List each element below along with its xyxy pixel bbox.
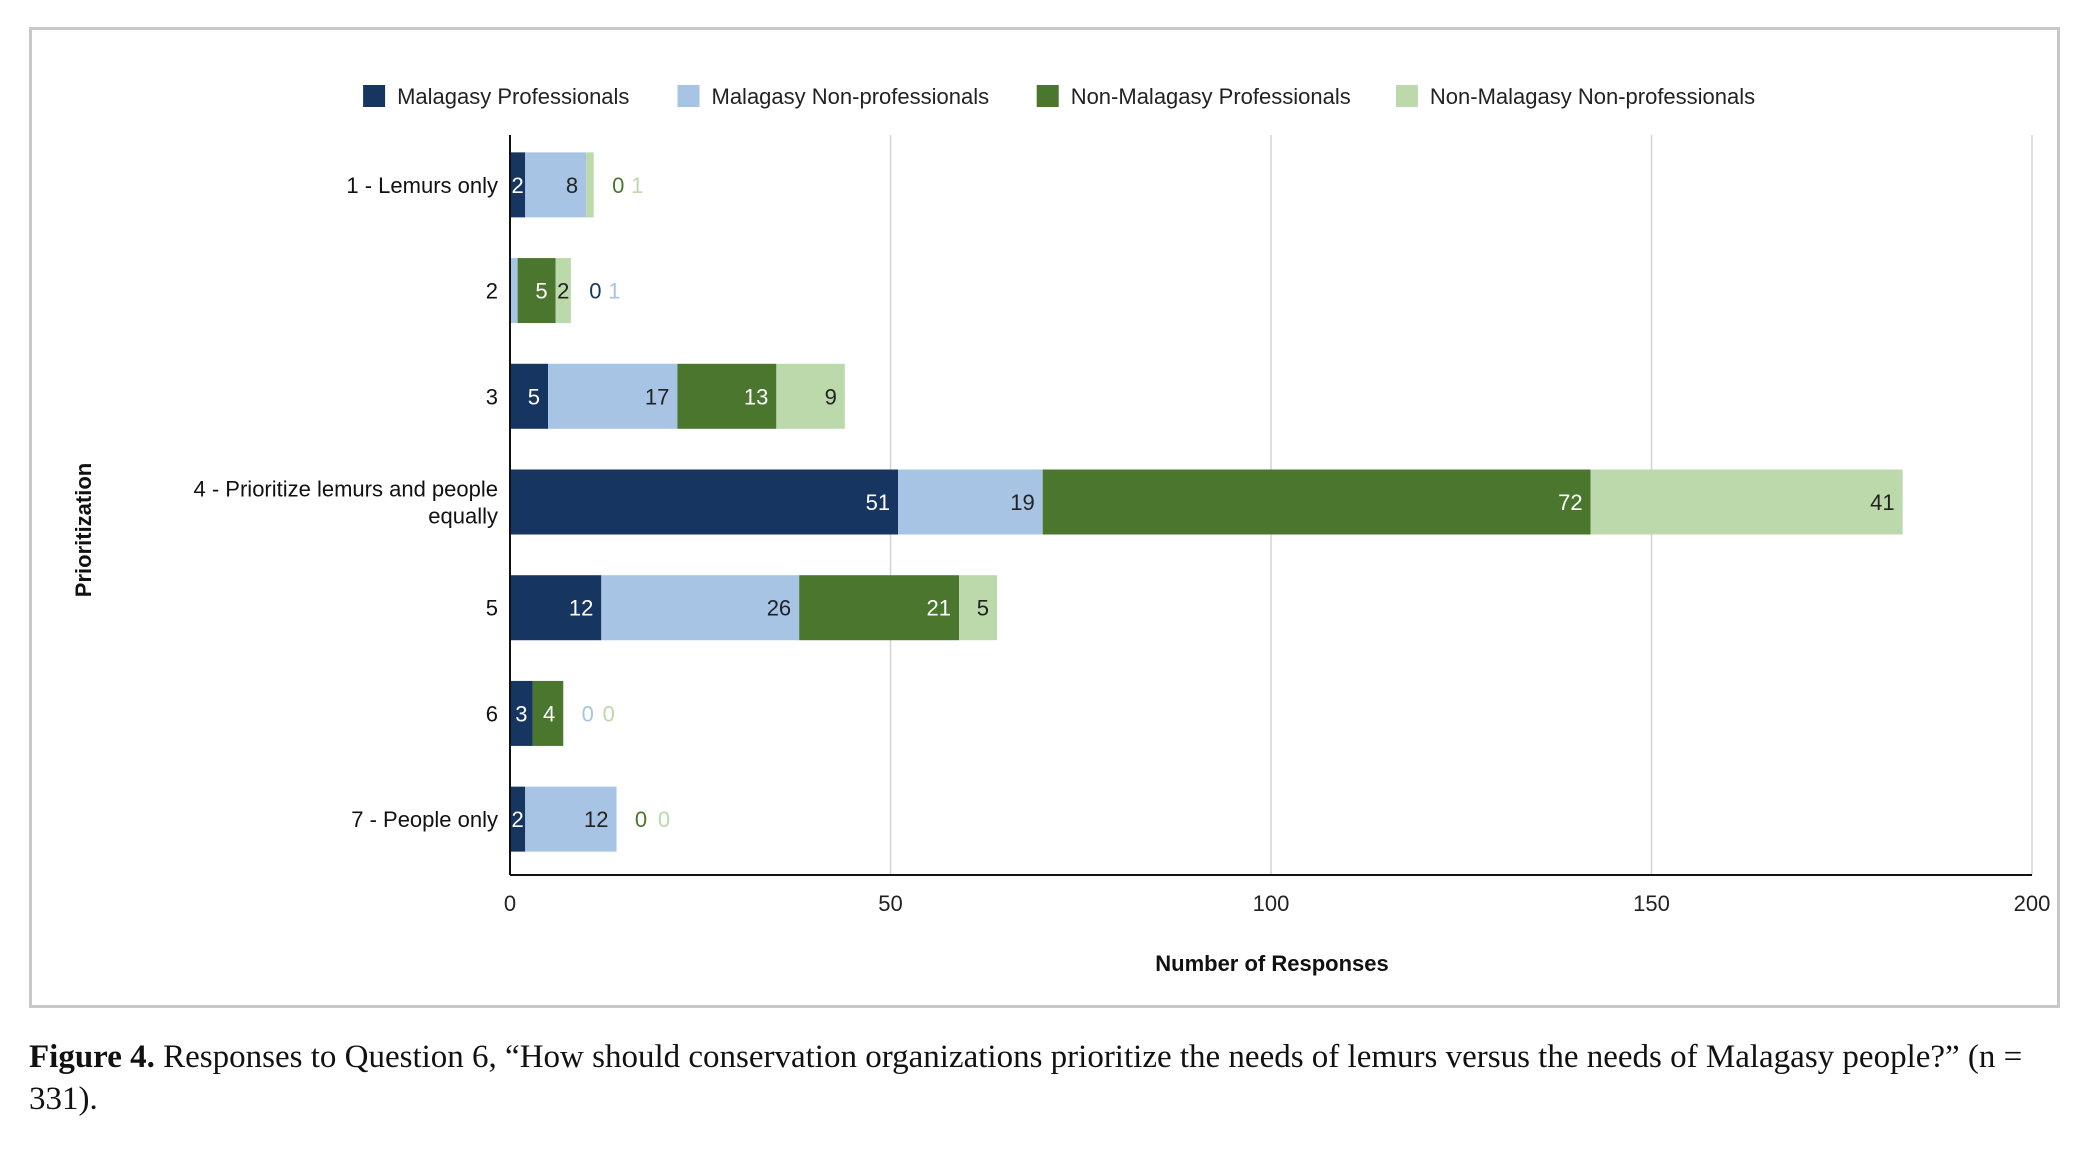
legend-label: Malagasy Professionals — [397, 84, 629, 109]
x-tick-label: 200 — [2014, 891, 2051, 916]
bar-data-label: 13 — [744, 384, 768, 409]
bar-data-label: 8 — [566, 173, 578, 198]
x-tick-label: 0 — [504, 891, 516, 916]
legend-label: Non-Malagasy Non-professionals — [1430, 84, 1755, 109]
bar-segment — [532, 680, 564, 746]
bar-data-label: 72 — [1558, 490, 1582, 515]
x-tick-label: 150 — [1633, 891, 1670, 916]
bar-data-label: 12 — [584, 807, 608, 832]
bar-segment — [898, 469, 1043, 535]
bar-segment — [517, 258, 556, 324]
bar-data-label: 2 — [557, 279, 569, 304]
bar-data-label: 19 — [1010, 490, 1034, 515]
bar-segment — [510, 363, 549, 429]
bar-data-label: 5 — [977, 596, 989, 621]
bar-segment — [1590, 469, 1903, 535]
bar-data-label: 9 — [825, 384, 837, 409]
legend-swatch — [1395, 85, 1418, 107]
bar-data-label: 2 — [511, 807, 523, 832]
figure-caption-text: Responses to Question 6, “How should con… — [29, 1039, 2023, 1117]
bar-data-label: 41 — [1870, 490, 1894, 515]
bar-data-label: 17 — [645, 384, 669, 409]
bar-segment — [601, 575, 800, 641]
y-category-label: 4 - Prioritize lemurs and people equally — [194, 477, 498, 529]
bar-segment — [510, 258, 518, 324]
y-category-label: 6 — [486, 701, 498, 726]
figure-caption: Figure 4. Responses to Question 6, “How … — [29, 1036, 2069, 1120]
bar-data-label: 1 — [608, 279, 620, 304]
bar-data-label: 2 — [511, 173, 523, 198]
bar-data-label: 5 — [528, 384, 540, 409]
bar-segment — [548, 363, 678, 429]
legend: Malagasy Professionals Malagasy Non-profe… — [363, 84, 1755, 109]
legend-swatch — [363, 85, 386, 107]
legend-label: Non-Malagasy Professionals — [1071, 84, 1351, 109]
bar-segment — [510, 152, 526, 218]
x-axis-title: Number of Responses — [1155, 951, 1389, 976]
chart-frame: 2 8 0 1 0 1 5 2 5 17 13 9 51 19 72 41 12 26 21 5 3 0 4 0 2 12 0 0 0… — [29, 27, 2060, 1008]
bar-data-label: 0 — [582, 701, 594, 726]
bar-data-label: 1 — [631, 173, 643, 198]
bar-segment — [586, 152, 594, 218]
y-axis-title: Prioritization — [71, 463, 96, 597]
bar-segment — [525, 786, 617, 852]
bar-segment — [677, 363, 777, 429]
bar-data-label: 0 — [589, 279, 601, 304]
bar-segment — [1042, 469, 1591, 535]
y-category-label: 5 — [486, 596, 498, 621]
bar-data-label: 51 — [866, 490, 890, 515]
bar-data-label: 5 — [535, 279, 547, 304]
bar-segment — [958, 575, 998, 641]
bar-data-label: 0 — [603, 701, 615, 726]
y-category-label: 1 - Lemurs only — [346, 173, 498, 198]
bar-segment — [510, 575, 602, 641]
x-tick-label: 50 — [878, 891, 902, 916]
y-category-label: 7 - People only — [351, 807, 498, 832]
bar-data-label: 21 — [927, 596, 951, 621]
bar-segment — [510, 680, 533, 746]
bar-segment — [799, 575, 959, 641]
bar-segment — [525, 152, 587, 218]
bar-data-label: 12 — [569, 596, 593, 621]
figure-caption-lead: Figure 4. — [29, 1039, 155, 1075]
bar-data-label: 0 — [612, 173, 624, 198]
bar-data-label: 4 — [543, 701, 555, 726]
bar-segment — [776, 363, 845, 429]
bar-segment — [510, 469, 899, 535]
bar-data-label: 26 — [767, 596, 791, 621]
legend-label: Malagasy Non-professionals — [712, 84, 990, 109]
y-category-label: 3 — [486, 384, 498, 409]
bar-segment — [510, 786, 526, 852]
x-tick-label: 100 — [1253, 891, 1290, 916]
y-category-label: 2 — [486, 279, 498, 304]
bar-data-label: 3 — [515, 701, 527, 726]
legend-swatch — [677, 85, 700, 107]
legend-swatch — [1036, 85, 1059, 107]
bar-data-label: 0 — [635, 807, 647, 832]
bar-data-label: 0 — [658, 807, 670, 832]
bar-segment — [555, 258, 571, 324]
